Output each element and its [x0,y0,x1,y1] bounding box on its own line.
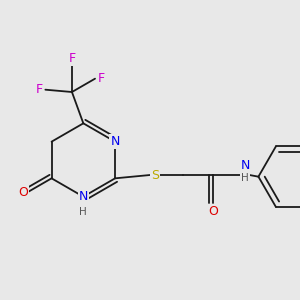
Text: N: N [240,159,250,172]
Text: O: O [18,186,28,199]
Text: S: S [151,169,159,182]
Text: N: N [79,190,88,203]
Text: F: F [98,72,105,85]
Text: O: O [208,205,218,218]
Text: N: N [110,135,120,148]
Text: H: H [80,207,87,217]
Text: H: H [241,173,249,183]
Text: F: F [68,52,76,65]
Text: F: F [36,83,43,96]
